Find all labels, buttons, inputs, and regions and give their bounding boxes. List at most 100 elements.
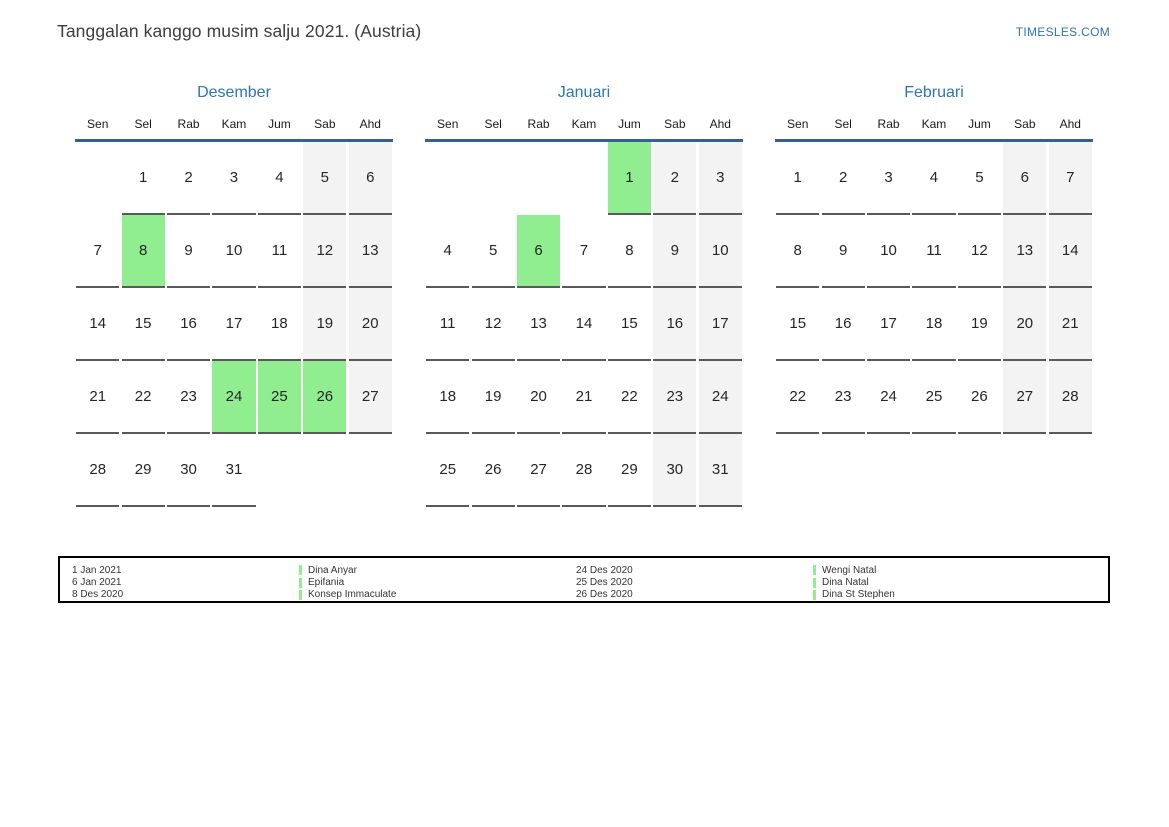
- day-number: 1: [776, 142, 820, 215]
- weekday-label: Ahd: [1059, 117, 1081, 131]
- weekday-label: Jum: [968, 117, 991, 131]
- day-number: 6: [348, 142, 392, 215]
- day-cell: 13: [516, 288, 561, 361]
- day-number: 16: [821, 288, 865, 361]
- day-number: 27: [517, 434, 561, 507]
- day-cell: 6: [348, 142, 393, 215]
- day-cell: [75, 142, 120, 215]
- day-cell: 1: [607, 142, 652, 215]
- week-row: 8 9 10 11 12 13 14: [775, 215, 1093, 288]
- day-cell: 20: [1002, 288, 1047, 361]
- day-cell: 12: [957, 215, 1002, 288]
- day-cell: 2: [652, 142, 697, 215]
- empty-cell: [562, 142, 605, 215]
- day-cell: 6: [516, 215, 561, 288]
- day-number: 23: [821, 361, 865, 434]
- legend-dates-column: 1 Jan 2021 6 Jan 2021 8 Des 2020: [72, 564, 123, 601]
- day-cell: 26: [470, 434, 515, 507]
- day-number: 9: [821, 215, 865, 288]
- weekday-header-row: Sen Sel Rab Kam Jum Sab Ahd: [75, 117, 393, 142]
- day-cell: 3: [866, 142, 911, 215]
- day-cell: 25: [911, 361, 956, 434]
- day-number: 25: [912, 361, 956, 434]
- week-row: 25 26 27 28 29 30 31: [425, 434, 743, 507]
- day-cell: 17: [211, 288, 256, 361]
- day-number: 10: [867, 215, 911, 288]
- legend-entry: Dina Natal: [813, 576, 895, 588]
- day-cell: 28: [75, 434, 120, 507]
- day-number: 31: [698, 434, 742, 507]
- day-number: 14: [76, 288, 120, 361]
- day-number: 11: [257, 215, 301, 288]
- day-number: 17: [698, 288, 742, 361]
- week-row: 15 16 17 18 19 20 21: [775, 288, 1093, 361]
- day-cell: 11: [257, 215, 302, 288]
- day-number: 4: [257, 142, 301, 215]
- legend-holiday-name: Epifania: [308, 577, 345, 589]
- day-cell: 1: [120, 142, 165, 215]
- day-number: 13: [517, 288, 561, 361]
- day-cell: 19: [302, 288, 347, 361]
- month-januari: Januari Sen Sel Rab Kam Jum Sab Ahd 1 2 3 4 5 6 7 8 9 10 1…: [425, 83, 743, 507]
- legend-holiday-name: Wengi Natal: [822, 564, 877, 576]
- legend-entry: Dina St Stephen: [813, 589, 895, 601]
- day-cell: 21: [561, 361, 606, 434]
- weekday-label: Rab: [527, 117, 550, 131]
- day-cell: 2: [820, 142, 865, 215]
- day-number: 21: [76, 361, 120, 434]
- day-number: 5: [471, 215, 515, 288]
- day-number: 15: [607, 288, 651, 361]
- weekday-label: Sab: [664, 117, 686, 131]
- weekday-label: Kam: [921, 117, 947, 131]
- month-title: Februari: [904, 84, 964, 101]
- day-number: 24: [867, 361, 911, 434]
- day-number: 18: [257, 288, 301, 361]
- day-number: 12: [957, 215, 1001, 288]
- weekday-header-row: Sen Sel Rab Kam Jum Sab Ahd: [775, 117, 1093, 142]
- day-cell: 12: [302, 215, 347, 288]
- day-number: 19: [471, 361, 515, 434]
- week-row: 7 8 9 10 11 12 13: [75, 215, 393, 288]
- weekday-header-row: Sen Sel Rab Kam Jum Sab Ahd: [425, 117, 743, 142]
- day-number: 14: [1048, 215, 1092, 288]
- day-cell: 9: [652, 215, 697, 288]
- day-number: 8: [776, 215, 820, 288]
- day-number: 4: [912, 142, 956, 215]
- day-number: 28: [1048, 361, 1092, 434]
- day-number: 18: [912, 288, 956, 361]
- day-cell: 6: [1002, 142, 1047, 215]
- holiday-legend: 1 Jan 2021 6 Jan 2021 8 Des 2020 Dina Anyar…: [58, 556, 1110, 603]
- day-number: 16: [167, 288, 211, 361]
- day-cell: [257, 434, 302, 507]
- day-number: 3: [212, 142, 256, 215]
- day-number: 10: [698, 215, 742, 288]
- weekday-label: Kam: [221, 117, 247, 131]
- day-number: 4: [426, 215, 470, 288]
- day-number: 21: [562, 361, 606, 434]
- day-cell: 21: [75, 361, 120, 434]
- weekday-label: Jum: [268, 117, 291, 131]
- day-cell: 7: [561, 215, 606, 288]
- day-number: 2: [821, 142, 865, 215]
- day-number: 29: [607, 434, 651, 507]
- day-cell: 19: [957, 288, 1002, 361]
- day-cell: 20: [348, 288, 393, 361]
- weekday-label: Sel: [834, 117, 852, 131]
- site-link[interactable]: TIMESLES.COM: [1015, 25, 1110, 39]
- day-cell: 11: [911, 215, 956, 288]
- day-number: 28: [562, 434, 606, 507]
- day-number: 20: [348, 288, 392, 361]
- day-number: 14: [562, 288, 606, 361]
- day-number: 11: [426, 288, 470, 361]
- day-number: 23: [167, 361, 211, 434]
- week-row: 21 22 23 24 25 26 27: [75, 361, 393, 434]
- weekday-label: Kam: [571, 117, 597, 131]
- day-cell: 18: [257, 288, 302, 361]
- empty-cell: [517, 142, 560, 215]
- day-number: 18: [426, 361, 470, 434]
- day-cell: 25: [257, 361, 302, 434]
- legend-entry: Epifania: [299, 576, 396, 588]
- day-cell: 3: [698, 142, 743, 215]
- weekday-label: Sel: [134, 117, 152, 131]
- day-cell: 24: [866, 361, 911, 434]
